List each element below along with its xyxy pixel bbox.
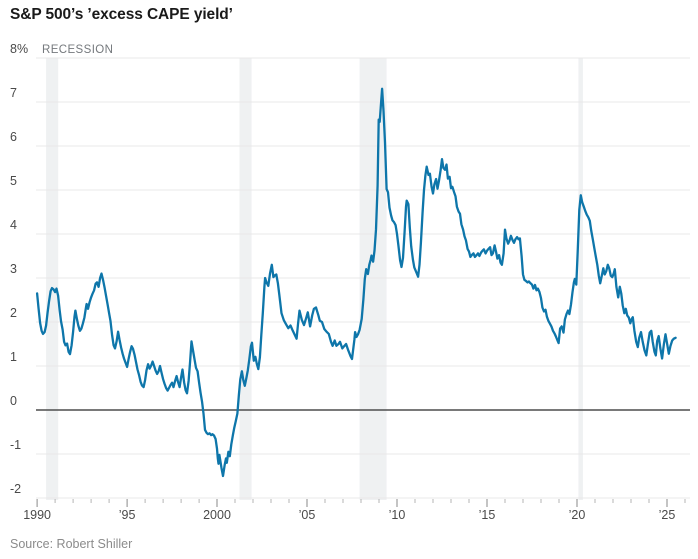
y-axis-label-5: 5 xyxy=(10,174,17,188)
x-axis-label-2015: ’15 xyxy=(479,508,496,522)
y-axis-labels: 8% 7 6 5 4 3 2 1 0 -1 -2 RECESSION xyxy=(10,42,113,496)
recession-bands xyxy=(46,58,583,500)
y-axis-label-7: 7 xyxy=(10,86,17,100)
chart-title: S&P 500’s ’excess CAPE yield’ xyxy=(10,6,233,23)
y-axis-label--1: -1 xyxy=(10,438,21,452)
y-axis-label-0: 0 xyxy=(10,394,17,408)
x-axis-label-2005: ’05 xyxy=(299,508,316,522)
y-axis-label-1: 1 xyxy=(10,350,17,364)
x-axis-label-2020: ’20 xyxy=(569,508,586,522)
gridlines xyxy=(36,57,690,499)
x-axis-label-2010: ’10 xyxy=(389,508,406,522)
y-axis-label-4: 4 xyxy=(10,218,17,232)
recession-band-1 xyxy=(239,58,252,500)
x-axis-label-1990: 1990 xyxy=(23,508,51,522)
recession-band-0 xyxy=(46,58,59,500)
y-axis-label-3: 3 xyxy=(10,262,17,276)
x-axis-label-1995: ’95 xyxy=(119,508,136,522)
series-line-excess-cape-yield xyxy=(35,87,677,478)
y-axis-label-8%: 8% xyxy=(10,42,28,56)
y-axis-label-2: 2 xyxy=(10,306,17,320)
recession-band-3 xyxy=(578,58,583,500)
recession-legend-label: RECESSION xyxy=(42,44,113,56)
source-note: Source: Robert Shiller xyxy=(10,537,133,551)
x-axis-label-2025: ’25 xyxy=(659,508,676,522)
x-axis-label-2000: 2000 xyxy=(203,508,231,522)
data-series xyxy=(35,87,677,478)
x-axis: 1990 ’95 2000 ’05 ’10 ’15 ’20 ’25 xyxy=(23,499,686,522)
y-axis-label--2: -2 xyxy=(10,482,21,496)
y-axis-label-6: 6 xyxy=(10,130,17,144)
